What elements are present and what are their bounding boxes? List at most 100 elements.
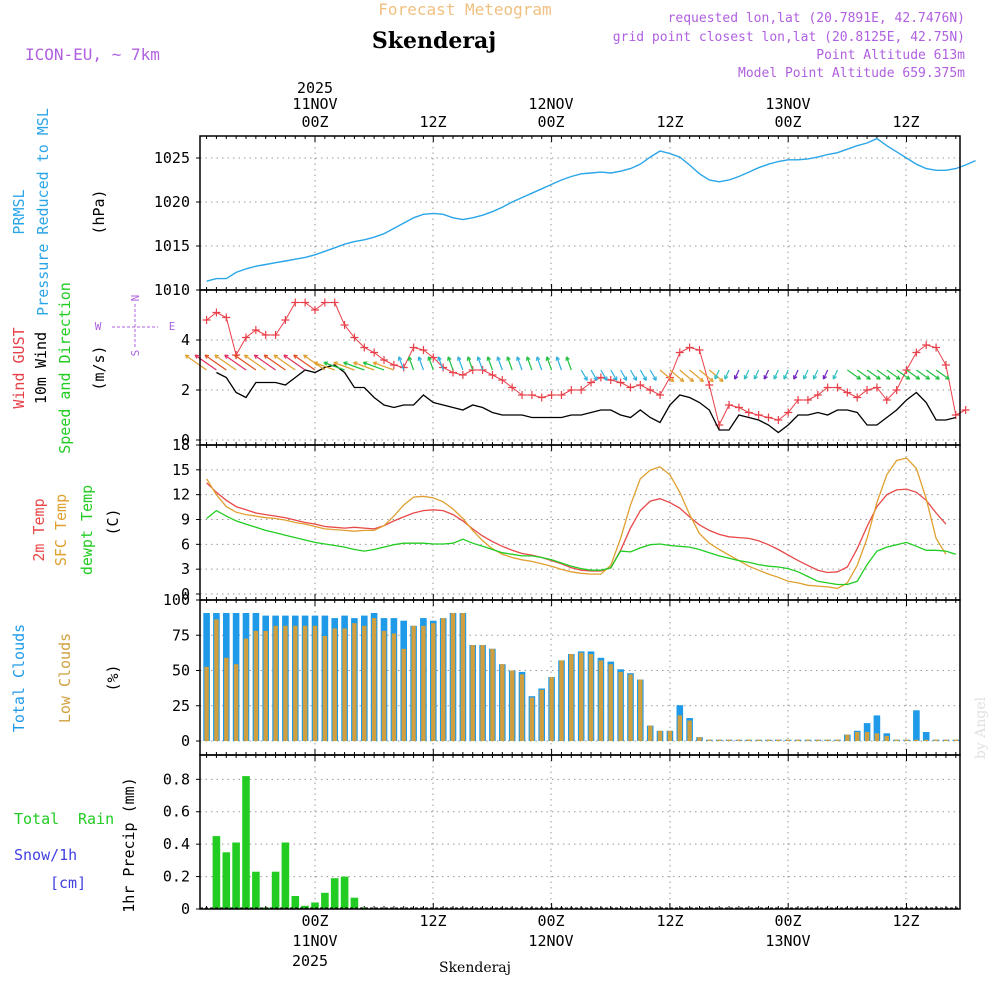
rain-bar [360, 907, 369, 909]
panel-frame [199, 444, 961, 601]
wind-dir-arrowhead [632, 376, 638, 381]
wind-dir-arrowhead [333, 361, 338, 366]
low-cloud-bar [510, 670, 515, 741]
gust-marker [212, 308, 221, 317]
snow-label: Snow/1h [14, 846, 77, 864]
gust-marker [794, 396, 803, 404]
gust-marker [843, 388, 852, 397]
wind-dir-arrowhead [417, 356, 423, 361]
sfc-temp-label: SFC Temp [52, 494, 70, 566]
wind-dir-arrow [293, 354, 316, 371]
y-tick-label: 9 [181, 511, 190, 529]
cm-label: [cm] [50, 874, 86, 892]
wind-dir-arrowhead [783, 375, 788, 380]
wind-dir-arrowhead [407, 356, 413, 361]
wind-dir-arrowhead [793, 375, 798, 380]
y-tick-label: 0 [181, 431, 190, 449]
wind-dir-arrow [408, 356, 415, 371]
bottom-tick-label: 12Z [892, 912, 919, 930]
low-cloud-bar [608, 664, 613, 741]
gust-marker [271, 331, 280, 339]
y-tick-label: 0 [181, 900, 190, 918]
wind-dir-arrowhead [714, 375, 719, 380]
low-cloud-bar [224, 657, 229, 741]
wind-dir-arrowhead [734, 375, 739, 380]
wind-dir-arrowhead [773, 375, 778, 380]
low-cloud-bar [362, 625, 367, 741]
y-tick-label: 0 [181, 585, 190, 603]
gust-marker [626, 383, 635, 392]
rain-bar [242, 776, 250, 909]
rain-bar [252, 871, 260, 909]
wind-dir-arrowhead [583, 376, 588, 381]
low-cloud-bar [598, 660, 604, 741]
compass-rose: N S W E [95, 295, 176, 357]
compass-w: W [95, 320, 102, 333]
wind-dir-arrowhead [243, 354, 249, 359]
wind-dir-arrow [323, 361, 345, 371]
gust-marker [685, 343, 694, 352]
y-tick-label: 1025 [154, 149, 190, 167]
wind-dir-arrowhead [372, 361, 378, 366]
wind-dir-arrowhead [679, 377, 685, 383]
y-tick-label: 3 [181, 560, 190, 578]
low-cloud-bar [795, 739, 801, 741]
gust-marker [380, 356, 389, 364]
low-cloud-bar [953, 739, 958, 741]
wind-dir-arrow [333, 361, 355, 371]
gust-marker [537, 393, 546, 402]
rain-bar [301, 905, 309, 909]
wind-dir-arrow [516, 356, 523, 371]
low-cloud-bar [805, 739, 811, 741]
low-cloud-bar [371, 618, 377, 741]
low-cloud-bar [421, 625, 426, 741]
wind-gust-label: Wind GUST [10, 327, 28, 408]
gust-marker [656, 391, 665, 399]
gust-marker [508, 383, 517, 392]
sfc-temp-line [206, 457, 947, 590]
wind-dir-arrowhead [593, 376, 598, 381]
wind-dir-arrowhead [885, 375, 891, 380]
wind-dir-arrow [283, 354, 306, 371]
top-tick-label: 12Z [892, 113, 919, 131]
wind-dir-arrowhead [283, 354, 288, 359]
gust-marker [251, 326, 260, 334]
pressure-line [206, 137, 976, 282]
wind-dir-arrow [886, 369, 901, 380]
plot-area: 1010101510201025024036912151802550751000… [154, 135, 976, 918]
point-altitude: Point Altitude 613m [816, 48, 965, 63]
bottom-tick-label: 12Z [656, 912, 683, 930]
low-cloud-bar [618, 671, 623, 741]
rain-bar [281, 842, 290, 909]
wind-dir-arrowhead [925, 375, 931, 380]
top-date-11nov: 11NOV [292, 95, 337, 113]
y-tick-label: 0.8 [163, 770, 190, 788]
gridpoint-coords: grid point closest lon,lat (20.8125E, 42… [613, 30, 965, 45]
wind-dir-arrow [313, 361, 335, 371]
wind-dir-arrowhead [856, 375, 862, 380]
low-cloud-bar [746, 739, 751, 741]
model-name: ICON-EU, ~ 7km [25, 45, 160, 64]
gust-marker [360, 343, 369, 352]
gust-marker [350, 333, 359, 342]
gust-marker [813, 391, 822, 399]
wind-dir-arrowhead [915, 375, 921, 380]
wind-dir-arrow [714, 369, 720, 380]
bottom-tick-label: 00Z [537, 912, 564, 930]
wind-dir-arrowhead [689, 377, 695, 383]
low-cloud-bar [381, 630, 387, 741]
low-cloud-bar [657, 730, 663, 741]
wind-dir-arrow [214, 354, 237, 371]
low-cloud-bar [874, 733, 880, 741]
wind-dir-arrowhead [506, 356, 511, 361]
y-tick-label: 1020 [154, 193, 190, 211]
gust-marker [241, 333, 250, 342]
gust-marker [222, 313, 231, 322]
total-cloud-bar [913, 710, 920, 741]
low-cloud-bar [736, 739, 742, 741]
wind-dir-arrowhead [427, 356, 432, 361]
wind-dir-arrow [724, 369, 730, 380]
top-tick-label: 00Z [537, 113, 564, 131]
wind-dir-arrow [244, 354, 267, 371]
low-cloud-bar [233, 664, 239, 741]
